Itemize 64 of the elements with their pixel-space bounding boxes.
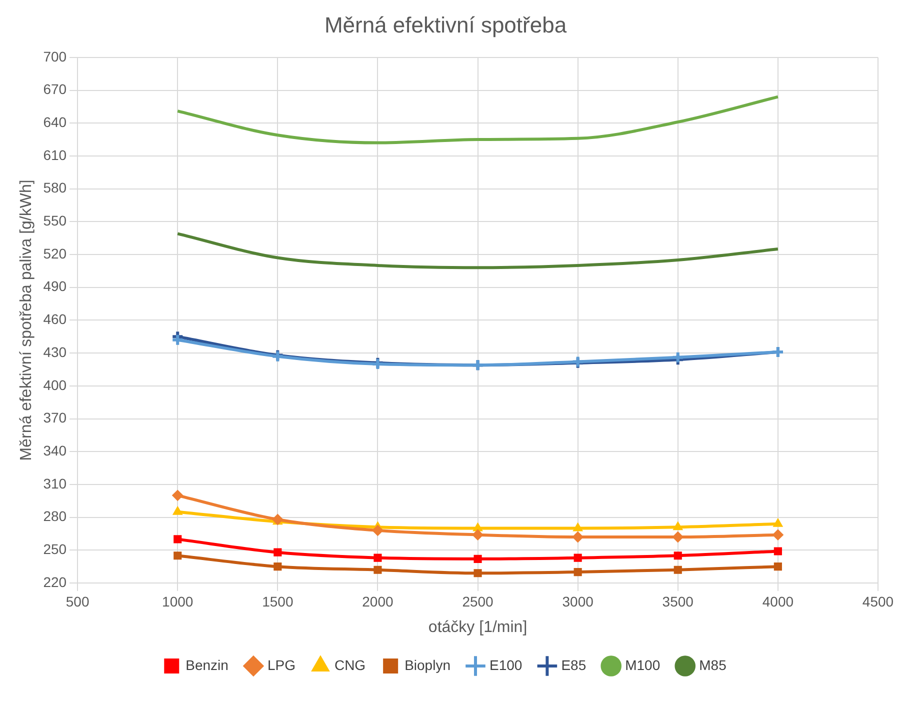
y-tick-label: 310 [43, 475, 67, 492]
y-tick-label: 220 [43, 574, 67, 590]
y-tick-label: 400 [43, 376, 67, 393]
legend-label: Bioplyn [404, 656, 450, 673]
x-tick-label: 3000 [562, 593, 594, 610]
point [372, 524, 384, 536]
y-axis-title: Měrná efektivní spotřeba paliva [g/kWh] [18, 180, 36, 461]
legend-label: Benzin [186, 656, 228, 673]
y-tick-label: 550 [43, 212, 67, 229]
point [474, 554, 482, 563]
line-series [176, 95, 780, 144]
y-tick-label: 640 [43, 114, 67, 130]
line-series [176, 232, 780, 270]
legend-label: E100 [489, 656, 522, 673]
point [774, 562, 782, 571]
legend-label: M85 [699, 656, 727, 673]
y-tick-label: 250 [43, 541, 67, 558]
x-axis-title: otáčky [1/min] [428, 618, 528, 636]
point [472, 529, 484, 540]
point [774, 547, 782, 556]
legend-label: LPG [267, 656, 296, 673]
y-tick-label: 370 [43, 410, 67, 426]
point [573, 522, 583, 532]
point [671, 350, 684, 364]
point [572, 532, 584, 543]
x-tick-label: 1000 [162, 593, 194, 610]
y-tick-label: 700 [43, 48, 67, 64]
x-tick-label: 4500 [862, 593, 894, 610]
point [172, 490, 184, 501]
x-tick-label: 2000 [362, 593, 394, 610]
legend-label: E85 [561, 656, 586, 673]
y-tick-label: 340 [43, 442, 67, 458]
x-tick-label: 2500 [462, 593, 494, 610]
x-tick-label: 1500 [262, 593, 294, 610]
point [772, 529, 784, 540]
point [574, 568, 582, 576]
point [674, 552, 682, 560]
x-tick-label: 4000 [762, 593, 794, 610]
point [174, 535, 182, 544]
y-tick-label: 580 [43, 180, 67, 196]
point [673, 522, 683, 530]
point [674, 566, 682, 574]
point [174, 552, 182, 560]
point [374, 566, 382, 574]
chart-title: Měrná efektivní spotřeba [324, 12, 568, 38]
y-tick-label: 490 [43, 278, 67, 294]
point [773, 518, 783, 527]
y-tick-label: 610 [43, 146, 67, 163]
y-tick-label: 430 [43, 344, 67, 360]
point [672, 532, 684, 543]
x-tick-label: 3500 [662, 593, 694, 610]
y-tick-label: 280 [43, 508, 67, 524]
y-tick-label: 460 [43, 311, 67, 328]
x-tick-label: 500 [66, 593, 90, 610]
legend-label: M100 [625, 656, 660, 673]
point [374, 554, 382, 562]
legend-label: CNG [334, 656, 366, 673]
point [474, 569, 482, 578]
point [172, 506, 182, 515]
point [274, 548, 282, 556]
point [274, 562, 282, 571]
point [574, 554, 582, 562]
y-tick-label: 670 [43, 81, 67, 98]
y-tick-label: 520 [43, 245, 67, 262]
